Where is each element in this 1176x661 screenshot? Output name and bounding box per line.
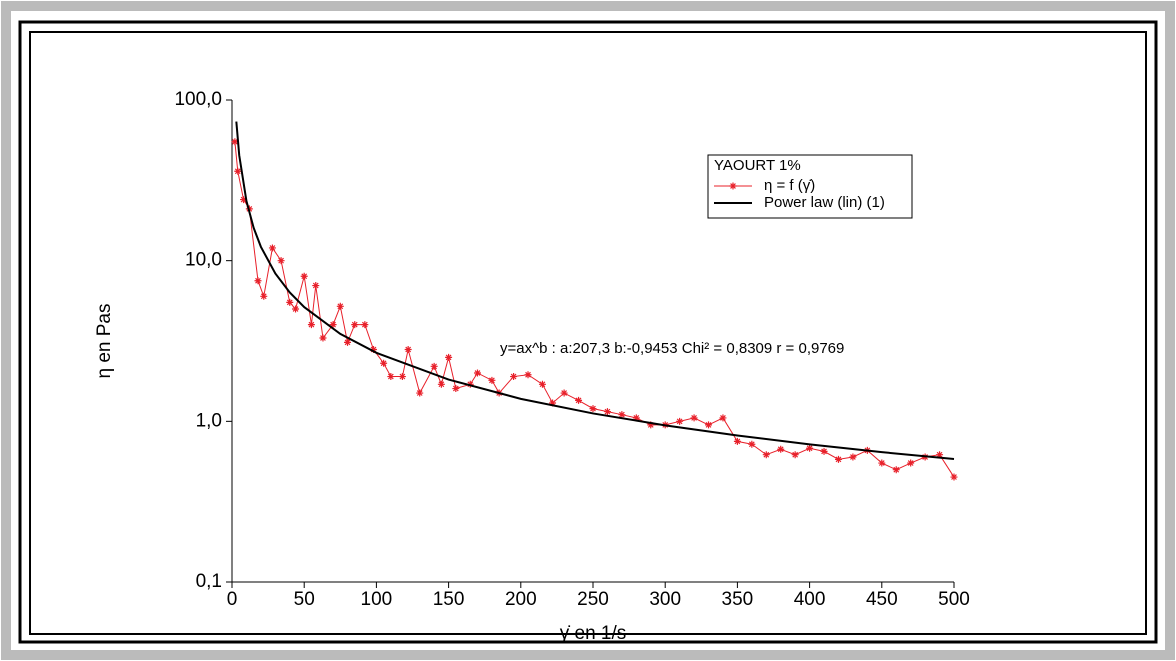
marker	[524, 371, 532, 379]
marker	[292, 305, 300, 313]
x-tick-label: 50	[294, 589, 315, 610]
marker	[690, 414, 698, 422]
marker	[380, 359, 388, 367]
marker	[437, 380, 445, 388]
marker	[510, 373, 518, 381]
marker	[319, 334, 327, 342]
annotation: y=ax^b : a:207,3 b:-0,9453 Chi² = 0,8309…	[500, 340, 844, 357]
marker	[549, 399, 557, 407]
marker	[820, 447, 828, 455]
marker	[538, 380, 546, 388]
marker	[370, 345, 378, 353]
marker	[260, 292, 268, 300]
marker	[777, 445, 785, 453]
marker	[286, 298, 294, 306]
marker	[231, 138, 239, 146]
marker	[344, 338, 352, 346]
marker	[329, 321, 337, 329]
marker	[416, 389, 424, 397]
marker	[791, 451, 799, 459]
x-tick-label: 100	[361, 589, 393, 610]
series-line	[235, 121, 955, 460]
marker	[762, 451, 770, 459]
marker	[300, 272, 308, 280]
legend-label: Power law (lin) (1)	[764, 194, 885, 211]
marker	[488, 376, 496, 384]
marker	[806, 444, 814, 452]
y-tick-label: 100,0	[174, 89, 222, 110]
marker	[834, 455, 842, 463]
legend-label: η = f (γ̇)	[764, 177, 815, 194]
x-tick-label: 450	[866, 589, 898, 610]
y-axis-label: η en Pas	[94, 304, 115, 379]
x-tick-label: 200	[505, 589, 537, 610]
legend-title: YAOURT 1%	[714, 157, 801, 174]
marker	[430, 362, 438, 370]
marker	[705, 421, 713, 429]
marker	[748, 440, 756, 448]
marker	[240, 196, 248, 204]
marker	[361, 321, 369, 329]
marker	[560, 389, 568, 397]
marker	[473, 369, 481, 377]
x-tick-label: 150	[433, 589, 465, 610]
marker	[936, 451, 944, 459]
x-axis-label: γ̇ en 1/s	[560, 623, 627, 644]
marker	[336, 302, 344, 310]
marker	[575, 396, 583, 404]
x-tick-label: 500	[938, 589, 970, 610]
marker	[719, 414, 727, 422]
marker	[312, 282, 320, 290]
marker	[254, 277, 262, 285]
marker	[676, 417, 684, 425]
x-tick-label: 0	[227, 589, 238, 610]
marker	[589, 405, 597, 413]
marker	[445, 353, 453, 361]
marker	[647, 421, 655, 429]
y-tick-label: 10,0	[185, 250, 222, 271]
marker	[849, 453, 857, 461]
marker	[268, 244, 276, 252]
frame-line	[18, 20, 1158, 644]
x-tick-label: 350	[722, 589, 754, 610]
marker	[398, 373, 406, 381]
legend-marker	[729, 182, 737, 190]
x-tick-label: 300	[649, 589, 681, 610]
marker	[907, 459, 915, 467]
marker	[277, 257, 285, 265]
marker	[404, 345, 412, 353]
marker	[387, 373, 395, 381]
marker	[603, 408, 611, 416]
marker	[878, 459, 886, 467]
marker	[618, 411, 626, 419]
marker	[234, 167, 242, 175]
y-tick-label: 0,1	[196, 571, 222, 592]
y-tick-label: 1,0	[196, 410, 222, 431]
marker	[892, 466, 900, 474]
x-tick-label: 400	[794, 589, 826, 610]
x-tick-label: 250	[577, 589, 609, 610]
marker	[351, 321, 359, 329]
marker	[632, 414, 640, 422]
frame-inner	[29, 31, 1147, 635]
marker	[452, 385, 460, 393]
marker	[733, 437, 741, 445]
marker	[307, 321, 315, 329]
marker	[950, 473, 958, 481]
